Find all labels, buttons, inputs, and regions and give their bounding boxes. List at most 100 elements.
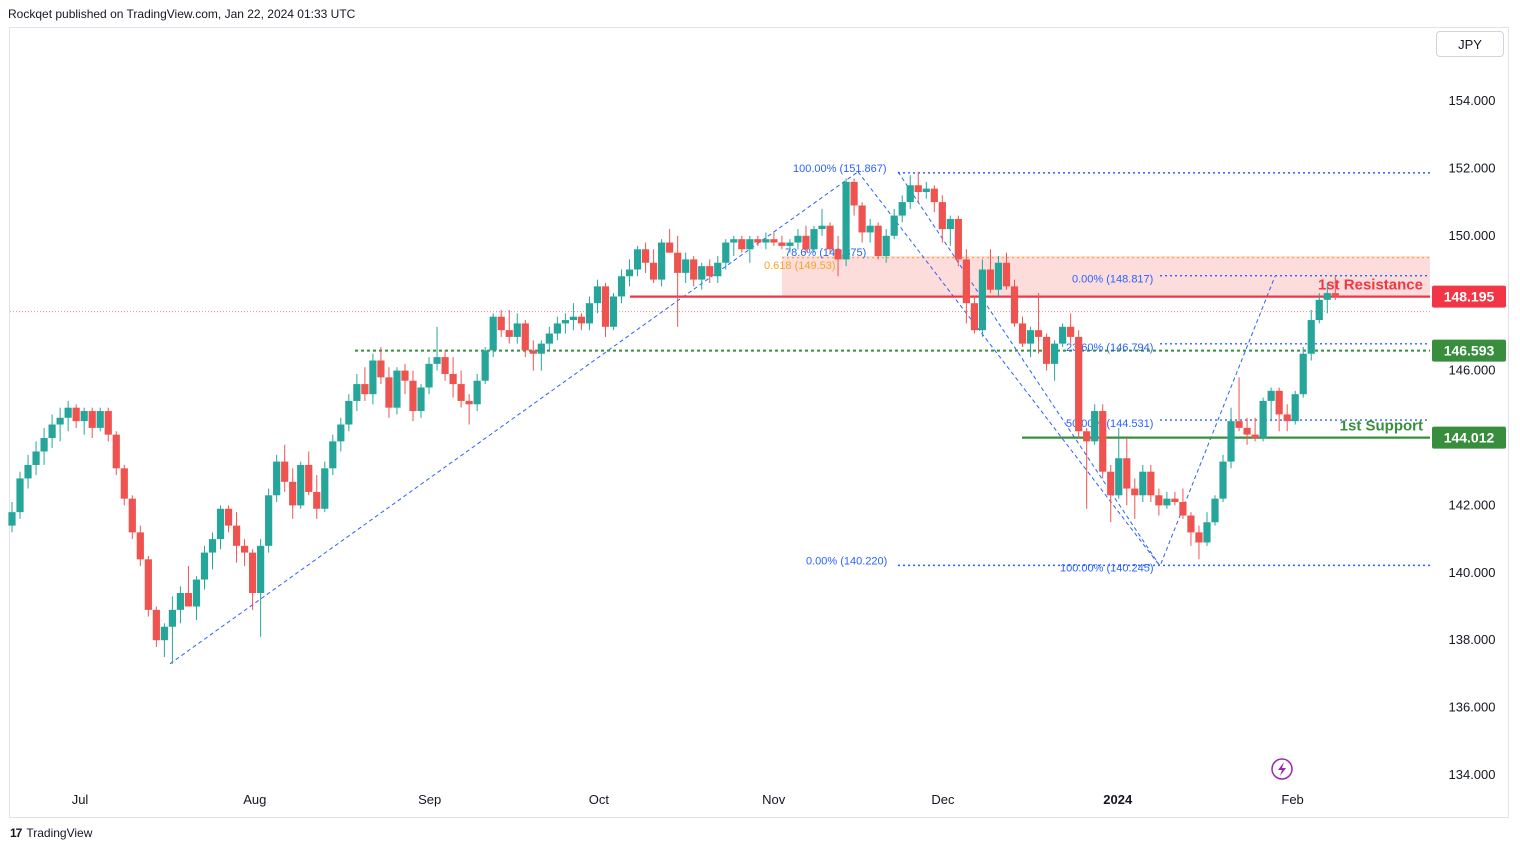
- candle: [112, 431, 120, 476]
- candle: [281, 444, 289, 492]
- candle-body: [1203, 522, 1211, 543]
- candle-body: [417, 387, 425, 412]
- y-tick-label: 136.000: [1449, 700, 1496, 715]
- candle-body: [88, 411, 96, 428]
- candle: [625, 259, 634, 287]
- candle-body: [232, 525, 241, 546]
- fib-label: 100.00% (140.245): [1060, 563, 1154, 575]
- candle: [682, 252, 690, 283]
- candle: [249, 549, 257, 610]
- candle: [826, 222, 834, 253]
- x-tick-label: Dec: [931, 792, 955, 807]
- candle-body: [1171, 498, 1179, 503]
- candle: [1187, 512, 1195, 546]
- candle: [609, 293, 618, 331]
- candle: [1267, 387, 1275, 422]
- candle-body: [1139, 471, 1147, 496]
- candle: [706, 259, 714, 283]
- candle: [962, 249, 970, 324]
- currency-selector[interactable]: JPY: [1436, 31, 1504, 57]
- candle-body: [32, 451, 40, 465]
- candle: [1219, 454, 1227, 503]
- candle-body: [834, 249, 842, 260]
- candle-body: [810, 229, 818, 250]
- candle: [224, 505, 233, 533]
- candle-body: [962, 259, 970, 304]
- candle: [200, 545, 209, 590]
- candle-body: [1042, 336, 1051, 364]
- candle-body: [730, 239, 738, 243]
- y-tick-label: 152.000: [1449, 160, 1496, 175]
- candle-body: [1283, 414, 1291, 422]
- candle: [1131, 478, 1139, 519]
- candle-body: [1259, 400, 1267, 438]
- candle: [617, 269, 626, 304]
- candle: [232, 512, 241, 563]
- candle-body: [1115, 458, 1123, 496]
- candle: [730, 235, 738, 257]
- candle: [465, 394, 473, 425]
- candle: [120, 464, 128, 506]
- candle-body: [1315, 299, 1323, 321]
- candle: [1203, 512, 1211, 546]
- price-label: 148.195: [1444, 289, 1495, 305]
- candle: [938, 195, 946, 243]
- candle: [722, 239, 730, 270]
- candle: [1307, 309, 1315, 361]
- candle: [369, 353, 377, 405]
- price-label: 146.593: [1444, 343, 1495, 359]
- candle-body: [1099, 411, 1107, 472]
- candle: [457, 370, 465, 408]
- x-tick-label: Oct: [589, 792, 610, 807]
- candle-body: [1275, 390, 1283, 415]
- candle: [754, 235, 762, 246]
- candle-body: [593, 286, 602, 304]
- candle-body: [208, 539, 217, 553]
- candle: [1299, 347, 1307, 398]
- candle-body: [120, 468, 128, 499]
- candle-body: [1010, 286, 1019, 324]
- candle-body: [184, 593, 193, 607]
- candle: [1083, 427, 1091, 509]
- candle-body: [321, 468, 329, 509]
- lightning-icon-glyph: [1278, 762, 1286, 776]
- candle-body: [1163, 498, 1171, 506]
- candle-body: [273, 461, 281, 496]
- fib-label: 50.00% (144.531): [1066, 418, 1153, 430]
- candle: [353, 373, 361, 412]
- candle: [802, 225, 810, 253]
- candle: [914, 171, 922, 203]
- candle-body: [850, 181, 858, 206]
- candle: [313, 475, 321, 519]
- candle-body: [954, 218, 962, 260]
- candle-body: [1243, 427, 1251, 435]
- x-tick-label: Jul: [72, 792, 89, 807]
- candle-body: [922, 188, 930, 192]
- candle-body: [858, 205, 866, 233]
- x-tick-label: Sep: [418, 792, 441, 807]
- candle-body: [842, 181, 850, 260]
- candle: [216, 505, 225, 550]
- candle-body: [666, 242, 674, 253]
- candle-body: [746, 239, 754, 250]
- candle-body: [1291, 394, 1299, 422]
- candle: [441, 350, 449, 381]
- candle-body: [16, 478, 24, 513]
- candle-body: [128, 498, 136, 533]
- y-tick-label: 134.000: [1449, 767, 1496, 782]
- candle-body: [722, 242, 730, 263]
- candle-body: [40, 438, 48, 452]
- candle-body: [1075, 336, 1083, 432]
- candle-body: [890, 215, 898, 236]
- candle-body: [1067, 326, 1075, 337]
- candle: [1051, 340, 1059, 381]
- candle: [72, 404, 80, 428]
- candle: [96, 407, 104, 432]
- candle: [1211, 495, 1219, 526]
- candle: [633, 245, 642, 277]
- candle-body: [906, 185, 914, 203]
- candle-body: [674, 252, 682, 273]
- candle: [297, 461, 305, 509]
- candle: [24, 454, 32, 489]
